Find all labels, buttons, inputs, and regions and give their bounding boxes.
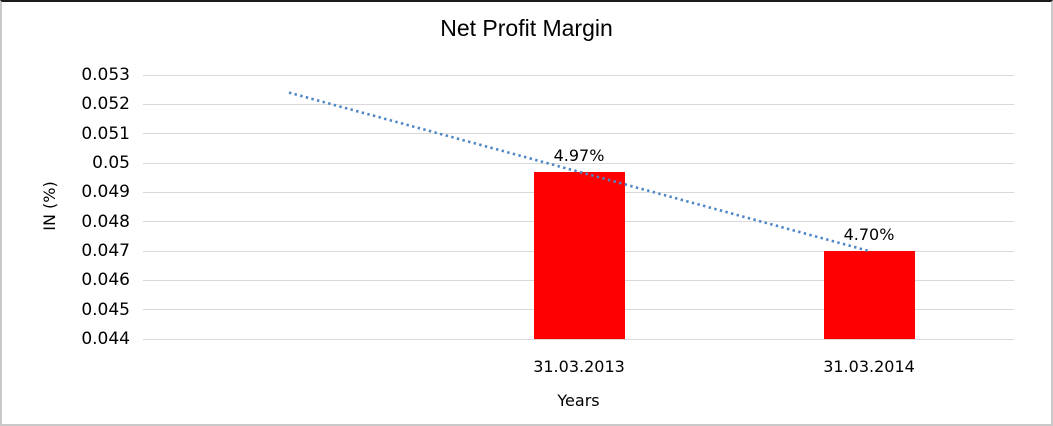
bar — [533, 171, 625, 339]
gridline — [143, 338, 1014, 340]
bar-data-label: 4.97% — [553, 145, 605, 165]
y-tick-label: 0.051 — [81, 123, 130, 144]
y-tick-label: 0.044 — [81, 329, 130, 349]
y-tick-label: 0.049 — [81, 182, 130, 203]
gridline — [143, 74, 1014, 76]
bar-data-label: 4.70% — [843, 225, 895, 244]
y-tick-label: 0.052 — [81, 94, 130, 115]
chart-title: Net Profit Margin — [440, 15, 613, 41]
x-axis-title: Years — [557, 391, 600, 410]
gridline — [143, 133, 1014, 135]
x-tick-label: 31.03.2013 — [533, 357, 625, 376]
y-tick-label: 0.046 — [81, 270, 130, 291]
gridline — [143, 103, 1014, 105]
bar — [823, 251, 915, 339]
y-tick-label: 0.048 — [81, 211, 130, 232]
y-tick-label: 0.053 — [81, 65, 130, 85]
x-tick-label: 31.03.2014 — [823, 357, 915, 376]
y-tick-label: 0.047 — [81, 241, 130, 261]
y-tick-label: 0.045 — [81, 299, 130, 320]
y-tick-label: 0.05 — [92, 153, 130, 173]
